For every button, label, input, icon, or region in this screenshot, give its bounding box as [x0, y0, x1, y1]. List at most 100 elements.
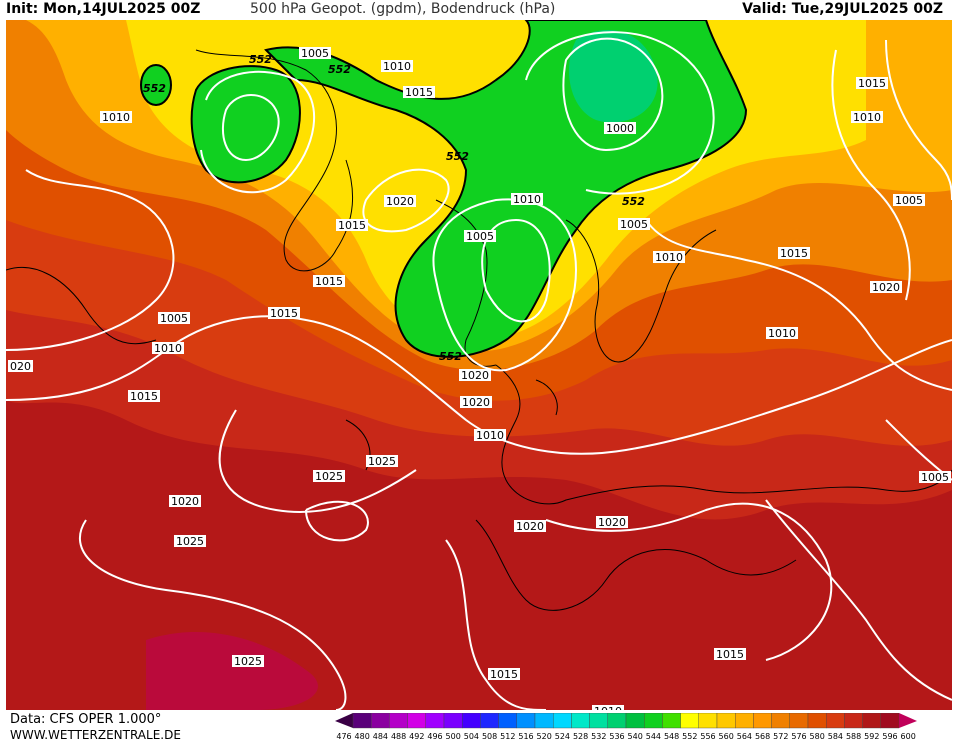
pressure-label-box: [299, 47, 331, 59]
pressure-label-text: 1010: [513, 193, 541, 206]
legend-arrow-right: [899, 713, 917, 728]
pressure-label-box: [604, 122, 636, 134]
legend-swatch: [352, 713, 372, 729]
legend-tick-label: 552: [682, 732, 697, 741]
pressure-label-text: 1015: [338, 219, 366, 232]
pressure-label-box: [336, 219, 368, 231]
pressure-label: 1025: [313, 470, 345, 483]
pressure-label-box: [714, 648, 746, 660]
legend-tick-label: 592: [864, 732, 879, 741]
pressure-label-text: 1025: [234, 655, 262, 668]
legend-swatch: [425, 713, 445, 729]
pressure-label: 1020: [514, 520, 546, 533]
pressure-label-text: 1015: [716, 648, 744, 661]
legend-tick-label: 596: [882, 732, 897, 741]
footer-bar: Data: CFS OPER 1.000° WWW.WETTERZENTRALE…: [0, 710, 959, 742]
pressure-label: 1005: [299, 47, 331, 60]
pressure-label-text: 1015: [270, 307, 298, 320]
pressure-label: 1010: [653, 251, 685, 264]
pressure-label-text: 1010: [594, 705, 622, 710]
pressure-label-text: 1020: [872, 281, 900, 294]
legend-swatch: [389, 713, 408, 729]
legend-tick-label: 476: [336, 732, 351, 741]
legend-arrow-left: [335, 713, 353, 728]
pressure-label: 1020: [596, 516, 628, 529]
pressure-label-text: 1020: [516, 520, 544, 533]
pressure-label: 1015: [268, 307, 300, 320]
legend-tick-label: 556: [700, 732, 715, 741]
isohypse-label: 552: [446, 150, 469, 163]
legend-swatch: [571, 713, 590, 729]
legend-swatch: [371, 713, 390, 729]
legend-swatch: [516, 713, 536, 729]
pressure-label: 1015: [488, 668, 520, 681]
legend-tick-label: 484: [373, 732, 388, 741]
pressure-label-text: 1010: [102, 111, 130, 124]
pressure-label-box: [488, 668, 520, 680]
legend-tick-label: 496: [427, 732, 442, 741]
legend-tick-label: 520: [537, 732, 552, 741]
pressure-label: 1025: [232, 655, 264, 668]
legend-tick-label: 504: [464, 732, 479, 741]
legend-tick-label: 564: [737, 732, 752, 741]
pressure-label-box: [268, 307, 300, 319]
header-bar: Init: Mon,14JUL2025 00Z 500 hPa Geopot. …: [0, 0, 959, 20]
pressure-label-box: [174, 535, 206, 547]
pressure-label-text: 1015: [315, 275, 343, 288]
pressure-label-text: 1000: [606, 122, 634, 135]
legend-swatch: [407, 713, 426, 729]
pressure-label-box: [100, 111, 132, 123]
coastlines: [6, 49, 952, 611]
pressure-label-box: [366, 455, 398, 467]
pressure-label-text: 1010: [154, 342, 182, 355]
pressure-label-text: 1010: [383, 60, 411, 73]
pressure-label-text: 1015: [130, 390, 158, 403]
pressure-label-text: 1015: [858, 77, 886, 90]
legend-swatch: [480, 713, 499, 729]
pressure-label-box: [232, 655, 264, 667]
pressure-label-text: 1025: [315, 470, 343, 483]
pressure-label-box: [460, 396, 492, 408]
pressure-label-box: [128, 390, 160, 402]
legend-tick-label: 488: [391, 732, 406, 741]
pressure-label-text: 1010: [768, 327, 796, 340]
pressure-label-text: 020: [10, 360, 31, 373]
legend-tick-label: 568: [755, 732, 770, 741]
pressure-label-box: [778, 247, 810, 259]
pressure-label-box: [313, 275, 345, 287]
legend-tick-label: 516: [518, 732, 533, 741]
pressure-label-box: [766, 327, 798, 339]
pressure-label: 1005: [158, 312, 190, 325]
legend-swatch: [662, 713, 681, 729]
pressure-label: 1015: [336, 219, 368, 232]
pressure-label: 1015: [778, 247, 810, 260]
legend-tick-label: 588: [846, 732, 861, 741]
pressure-label: 1005: [893, 194, 925, 207]
pressure-label-box: [618, 218, 650, 230]
legend-tick-label: 544: [646, 732, 661, 741]
pressure-label: 1025: [366, 455, 398, 468]
pressure-label-box: [158, 312, 190, 324]
pressure-label: 1010: [381, 60, 413, 73]
pressure-label-box: [870, 281, 902, 293]
field-552-small-low: [140, 64, 172, 106]
legend-swatch: [625, 713, 645, 729]
pressure-label: 1005: [618, 218, 650, 231]
pressure-label-box: [592, 705, 624, 710]
legend-tick-label: 540: [628, 732, 643, 741]
pressure-label: 1010: [474, 429, 506, 442]
pressure-label: 1005: [919, 471, 951, 484]
pressure-label: 1020: [384, 195, 416, 208]
pressure-label: 1010: [511, 193, 543, 206]
legend-swatch: [862, 713, 881, 729]
isohypse-label: 552: [439, 350, 462, 363]
pressure-label: 1020: [460, 396, 492, 409]
legend-swatch: [735, 713, 754, 729]
legend-tick-label: 500: [446, 732, 461, 741]
legend-tick-label: 524: [555, 732, 570, 741]
legend-swatch: [716, 713, 736, 729]
website-label: WWW.WETTERZENTRALE.DE: [10, 728, 181, 742]
pressure-labels: 1005 1010 1015 1015 1010 1010 1000 1010 1020 1015…: [8, 47, 951, 710]
legend-swatch: [789, 713, 809, 729]
legend-swatch: [680, 713, 700, 729]
